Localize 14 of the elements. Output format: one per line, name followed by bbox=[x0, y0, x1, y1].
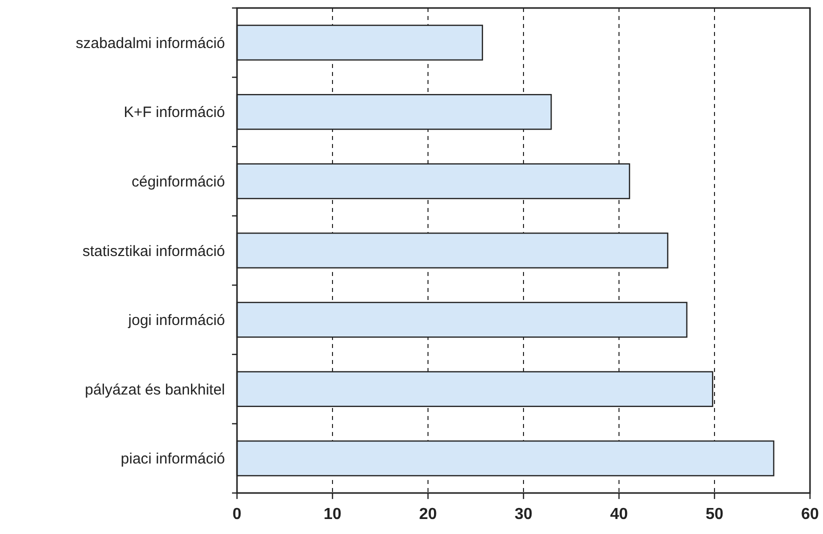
y-tick-label: piaci információ bbox=[120, 450, 225, 468]
y-tick-label: céginformáció bbox=[132, 173, 225, 190]
x-tick-label: 50 bbox=[706, 506, 724, 523]
x-tick-label: 10 bbox=[324, 506, 342, 523]
y-tick-label: jogi információ bbox=[127, 312, 225, 330]
y-tick-label: statisztikai információ bbox=[82, 242, 225, 260]
y-tick-label: szabadalmi információ bbox=[76, 34, 225, 52]
x-tick-label: 60 bbox=[801, 506, 819, 523]
x-tick-label: 0 bbox=[232, 506, 242, 523]
x-tick-label: 20 bbox=[419, 506, 437, 523]
y-tick-label: pályázat és bankhitel bbox=[84, 381, 225, 398]
y-tick-label: K+F információ bbox=[124, 104, 225, 122]
x-tick-label: 30 bbox=[514, 506, 532, 523]
x-tick-label: 40 bbox=[610, 506, 628, 523]
